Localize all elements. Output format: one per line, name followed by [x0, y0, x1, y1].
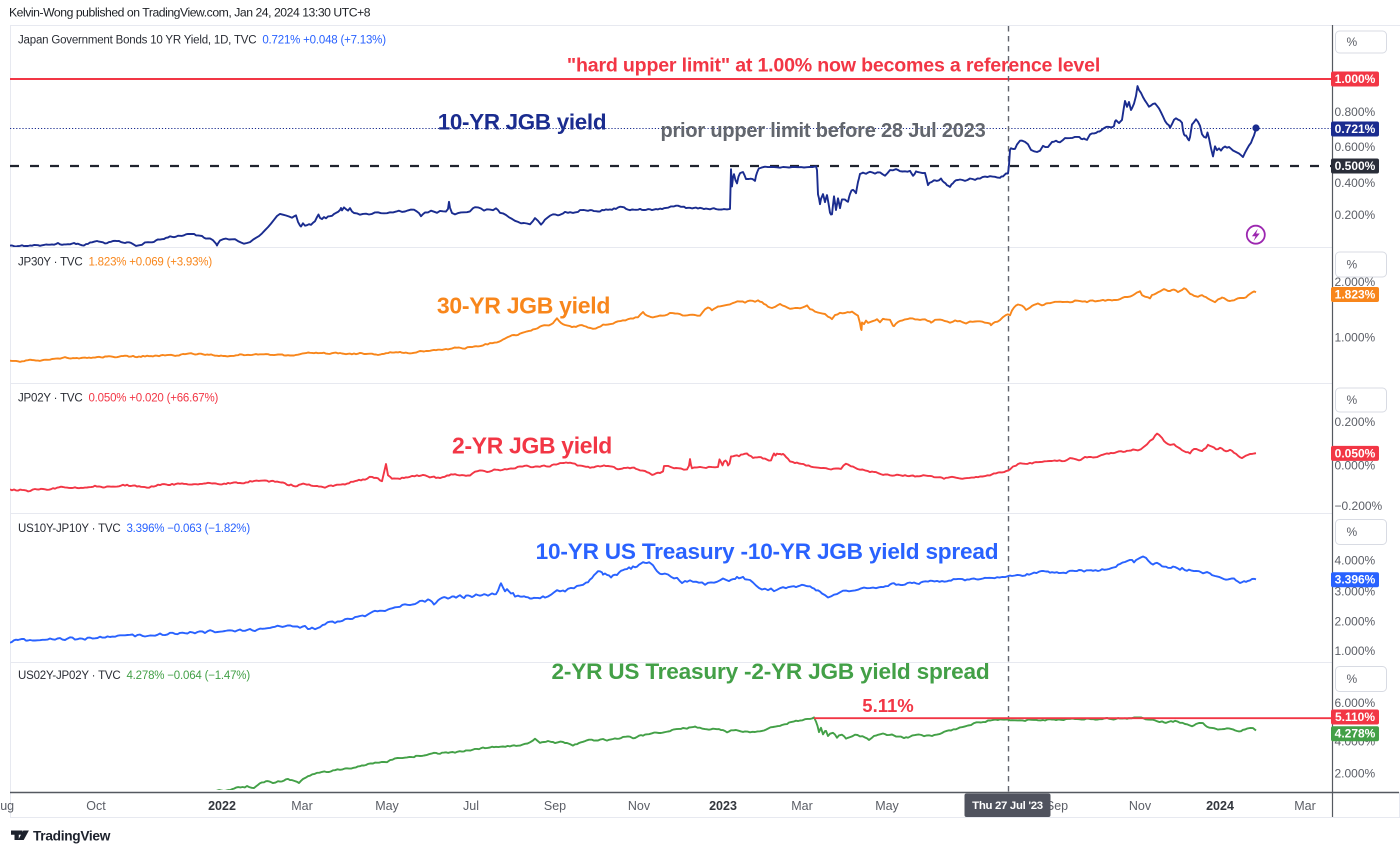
svg-text:1.000%: 1.000%	[1335, 331, 1376, 345]
svg-text:%: %	[1347, 525, 1358, 539]
svg-text:5.11%: 5.11%	[862, 695, 913, 716]
svg-text:JP30Y · TVC 1.823% +0.069 (+3: JP30Y · TVC 1.823% +0.069 (+3.93%)	[18, 257, 212, 269]
svg-text:6.000%: 6.000%	[1335, 696, 1376, 710]
svg-text:Japan Government Bonds 10 YR Y: Japan Government Bonds 10 YR Yield, 1D, …	[18, 35, 386, 47]
svg-text:%: %	[1347, 35, 1358, 49]
svg-text:0.200%: 0.200%	[1335, 415, 1376, 429]
svg-text:4.000%: 4.000%	[1335, 554, 1376, 568]
svg-text:0.000%: 0.000%	[1335, 459, 1376, 473]
svg-text:Jul: Jul	[463, 799, 479, 813]
svg-text:Mar: Mar	[1294, 799, 1316, 813]
svg-text:prior upper limit before 28 Ju: prior upper limit before 28 Jul 2023	[660, 120, 985, 142]
svg-text:2024: 2024	[1206, 799, 1234, 813]
svg-text:2.000%: 2.000%	[1335, 767, 1376, 781]
svg-text:Mar: Mar	[791, 799, 813, 813]
svg-text:US02Y-JP02Y · TVC 4.278% −0.0: US02Y-JP02Y · TVC 4.278% −0.064 (−1.47%)	[18, 670, 250, 682]
svg-text:%: %	[1347, 258, 1358, 272]
svg-text:−0.200%: −0.200%	[1335, 499, 1383, 513]
svg-text:Thu 27 Jul '23: Thu 27 Jul '23	[972, 800, 1043, 812]
svg-text:%: %	[1347, 393, 1358, 407]
svg-text:2-YR JGB yield: 2-YR JGB yield	[452, 433, 612, 459]
svg-text:TradingView: TradingView	[33, 829, 111, 844]
svg-text:"hard upper limit" at 1.00% no: "hard upper limit" at 1.00% now becomes …	[567, 55, 1100, 77]
svg-text:Aug: Aug	[0, 799, 14, 813]
svg-text:5.110%: 5.110%	[1335, 710, 1375, 724]
svg-text:1.000%: 1.000%	[1335, 72, 1376, 86]
svg-text:Sep: Sep	[544, 799, 566, 813]
svg-text:3.396%: 3.396%	[1335, 573, 1376, 587]
svg-text:0.050%: 0.050%	[1335, 446, 1376, 460]
svg-text:Sep: Sep	[1046, 799, 1068, 813]
svg-text:30-YR JGB yield: 30-YR JGB yield	[437, 293, 610, 319]
svg-text:3.000%: 3.000%	[1335, 585, 1376, 599]
svg-text:0.800%: 0.800%	[1335, 105, 1376, 119]
svg-text:0.600%: 0.600%	[1335, 140, 1376, 154]
svg-text:Nov: Nov	[1129, 799, 1152, 813]
svg-text:0.200%: 0.200%	[1335, 208, 1376, 222]
svg-text:Kelvin-Wong published on Tradi: Kelvin-Wong published on TradingView.com…	[9, 6, 371, 20]
svg-text:1.823%: 1.823%	[1335, 288, 1376, 302]
svg-text:1.000%: 1.000%	[1335, 644, 1376, 658]
svg-text:Oct: Oct	[86, 799, 106, 813]
svg-text:JP02Y · TVC 0.050% +0.020 (+6: JP02Y · TVC 0.050% +0.020 (+66.67%)	[18, 393, 219, 405]
svg-text:0.721%: 0.721%	[1335, 122, 1376, 136]
svg-text:2.000%: 2.000%	[1335, 614, 1376, 628]
svg-text:2023: 2023	[709, 799, 737, 813]
svg-text:May: May	[875, 799, 899, 813]
svg-text:10-YR US Treasury -10-YR JGB y: 10-YR US Treasury -10-YR JGB yield sprea…	[536, 539, 999, 564]
svg-text:2-YR US Treasury -2-YR JGB yie: 2-YR US Treasury -2-YR JGB yield spread	[552, 659, 990, 684]
svg-text:2.000%: 2.000%	[1335, 275, 1376, 289]
svg-text:10-YR JGB yield: 10-YR JGB yield	[438, 110, 606, 135]
svg-text:May: May	[375, 799, 399, 813]
svg-text:Mar: Mar	[291, 799, 313, 813]
svg-text:2022: 2022	[208, 799, 236, 813]
svg-text:4.278%: 4.278%	[1335, 727, 1376, 741]
svg-text:Nov: Nov	[628, 799, 651, 813]
svg-text:0.500%: 0.500%	[1335, 159, 1376, 173]
svg-text:US10Y-JP10Y · TVC 3.396% −0.0: US10Y-JP10Y · TVC 3.396% −0.063 (−1.82%)	[18, 523, 250, 535]
svg-text:0.400%: 0.400%	[1335, 176, 1376, 190]
svg-text:%: %	[1347, 672, 1358, 686]
